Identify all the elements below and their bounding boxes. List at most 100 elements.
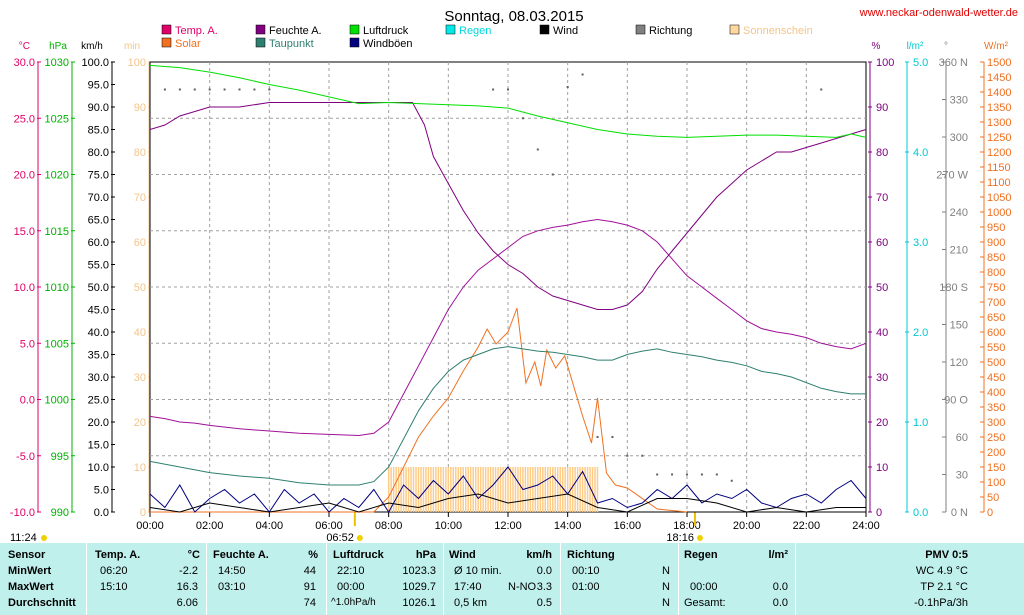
time-tick-label: 10:00 — [435, 520, 463, 532]
solar-tick-label: 200 — [987, 447, 1005, 459]
solar-tick-label: 450 — [987, 372, 1005, 384]
row-min-label: MinWert — [8, 565, 52, 577]
solar-tick-label: 0 — [987, 507, 993, 519]
solar-tick-label: 500 — [987, 357, 1005, 369]
temp-tick-label: 5.0 — [20, 338, 35, 350]
solar-tick-label: 800 — [987, 267, 1005, 279]
legend-label: Richtung — [649, 25, 692, 37]
site-url: www.neckar-odenwald-wetter.de — [859, 7, 1018, 19]
dir-tick-label: 360 N — [939, 57, 968, 69]
rain-max-val: 0.0 — [772, 581, 788, 593]
temp-min-time: 06:20 — [100, 565, 128, 577]
legend-label: Feuchte A. — [269, 25, 322, 37]
solar-tick-label: 550 — [987, 342, 1005, 354]
kmh-unit-label: km/h — [81, 41, 103, 52]
pres-max-time: 00:00 — [337, 581, 365, 593]
legend-swatch — [255, 37, 266, 48]
stats-table: Sensor MinWert MaxWert Durchschnitt Temp… — [0, 543, 1024, 615]
wind-distance: 0,5 km — [454, 597, 488, 609]
legend-swatch — [255, 24, 266, 35]
dir-header: Richtung — [567, 549, 615, 561]
wind-header: Wind — [449, 549, 476, 561]
rain-tick-label: 2.0 — [913, 327, 928, 339]
temp-max-time: 15:10 — [100, 581, 128, 593]
kmh-tick-label: 60.0 — [88, 237, 109, 249]
dir-tick-label: 270 W — [936, 170, 968, 182]
dir-tick-label: 30 — [956, 470, 968, 482]
direction-dot — [566, 86, 569, 88]
pmv-trend: -0.1hPa/3h — [914, 597, 968, 609]
direction-dot — [596, 436, 599, 438]
pres-max-val: 1029.7 — [402, 581, 436, 593]
solar-tick-label: 300 — [987, 417, 1005, 429]
wind-avg-val: 0.5 — [536, 597, 552, 609]
hum-avg-val: 74 — [303, 597, 316, 609]
temp-min-val: -2.2 — [179, 565, 198, 577]
direction-dot — [715, 473, 718, 476]
hum-unit: % — [308, 549, 318, 561]
legend-label: Regen — [459, 25, 491, 37]
dir-tick-label: 240 — [950, 207, 968, 219]
legend-swatch — [635, 24, 646, 35]
sunset-icon — [696, 535, 703, 541]
chart-axes: °C hPa km/h min% l/m² ° W/m² 30.0 25.0 20.0 15.0 10… — [10, 41, 1012, 543]
rain-tick-label: 4.0 — [913, 147, 928, 159]
solar-tick-label: 1350 — [987, 102, 1011, 114]
hpa-tick-label: 995 — [51, 451, 69, 463]
kmh-tick-label: 80.0 — [88, 147, 109, 159]
pmv-tp: TP 2.1 °C — [920, 581, 968, 593]
min-tick-label: 70 — [134, 192, 146, 204]
direction-dot — [163, 88, 166, 91]
kmh-tick-label: 25.0 — [88, 395, 109, 407]
solar-tick-label: 950 — [987, 222, 1005, 234]
solar-tick-label: 1250 — [987, 132, 1011, 144]
legend-label: Windböen — [363, 38, 413, 50]
kmh-tick-label: 100.0 — [81, 57, 109, 69]
series-line-feuchte-a- — [149, 102, 867, 310]
dir-min-val: N — [662, 565, 670, 577]
sensor-header: Sensor — [8, 549, 46, 561]
legend-swatch — [161, 24, 172, 35]
time-tick-label: 06:00 — [315, 520, 343, 532]
rain-max-time: 00:00 — [690, 581, 718, 593]
solar-unit-label: W/m² — [984, 41, 1009, 52]
dir-tick-label: 300 — [950, 132, 968, 144]
direction-dot — [536, 148, 539, 151]
temp-unit-label: °C — [19, 41, 30, 52]
legend-swatch — [161, 37, 172, 48]
temp-header: Temp. A. — [95, 549, 141, 561]
series-line-wind — [149, 493, 866, 513]
solar-tick-label: 1450 — [987, 72, 1011, 84]
rain-unit: l/m² — [768, 549, 788, 561]
pct-tick-label: 70 — [876, 192, 888, 204]
wind-min-time: Ø 10 min. — [454, 565, 502, 577]
legend-swatch — [349, 37, 360, 48]
hpa-tick-label: 1010 — [45, 282, 69, 294]
time-tick-label: 02:00 — [196, 520, 224, 532]
hum-max-time: 03:10 — [218, 581, 246, 593]
pct-tick-label: 10 — [876, 462, 888, 474]
min-tick-label: 100 — [128, 57, 146, 69]
dir-tick-label: 120 — [950, 357, 968, 369]
legend-swatch — [445, 24, 456, 35]
time-tick-label: 20:00 — [733, 520, 761, 532]
min-tick-label: 50 — [134, 282, 146, 294]
pct-tick-label: 0 — [876, 507, 882, 519]
kmh-tick-label: 85.0 — [88, 125, 109, 137]
solar-tick-label: 1400 — [987, 87, 1011, 99]
chart-title: Sonntag, 08.03.2015 — [444, 8, 583, 25]
solar-tick-label: 1150 — [987, 162, 1011, 174]
temp-tick-label: 25.0 — [14, 113, 35, 125]
solar-tick-label: 250 — [987, 432, 1005, 444]
pct-tick-label: 80 — [876, 147, 888, 159]
pres-trend: ^1.0hPa/h — [331, 597, 376, 608]
wind-unit: km/h — [526, 549, 552, 561]
time-tick-label: 14:00 — [554, 520, 582, 532]
rain-total-val: 0.0 — [772, 597, 788, 609]
percent-unit-label: % — [872, 41, 881, 52]
pct-tick-label: 20 — [876, 417, 888, 429]
pres-min-time: 22:10 — [337, 565, 365, 577]
dir-tick-label: 0 N — [951, 507, 968, 519]
min-tick-label: 40 — [134, 327, 146, 339]
hpa-tick-label: 1005 — [45, 338, 69, 350]
